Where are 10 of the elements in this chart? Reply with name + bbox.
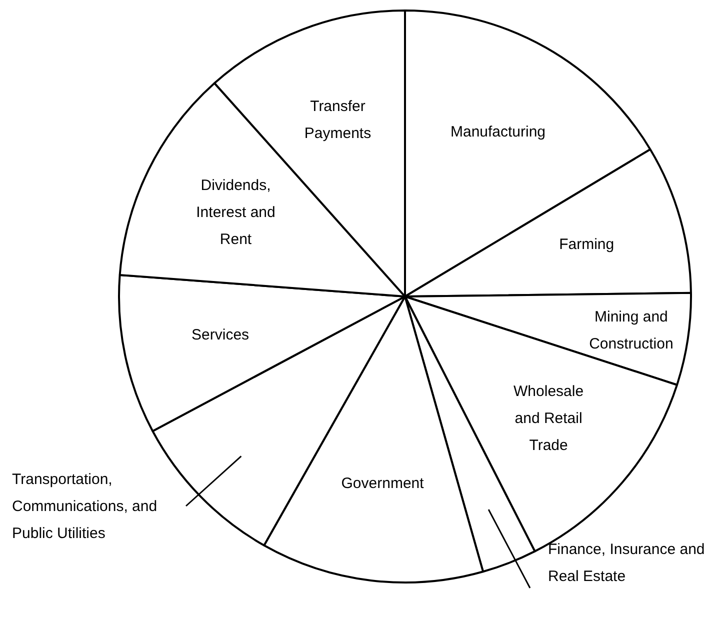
slice-label: Manufacturing (450, 123, 546, 140)
slice-label: Transportation, Communications, and Public Utilities (12, 471, 158, 542)
slice-label: Dividends, Interest and Rent (196, 177, 276, 248)
slice-label: Transfer Payments (304, 98, 372, 142)
slice-label: Mining and Construction (589, 308, 674, 353)
slice-label: Finance, Insurance and Real Estate (548, 541, 705, 586)
slice-label: Farming (559, 236, 614, 254)
slice-label: Wholesale and Retail Trade (514, 383, 584, 454)
slice-label: Services (192, 326, 250, 344)
slice-label: Government (341, 475, 425, 492)
